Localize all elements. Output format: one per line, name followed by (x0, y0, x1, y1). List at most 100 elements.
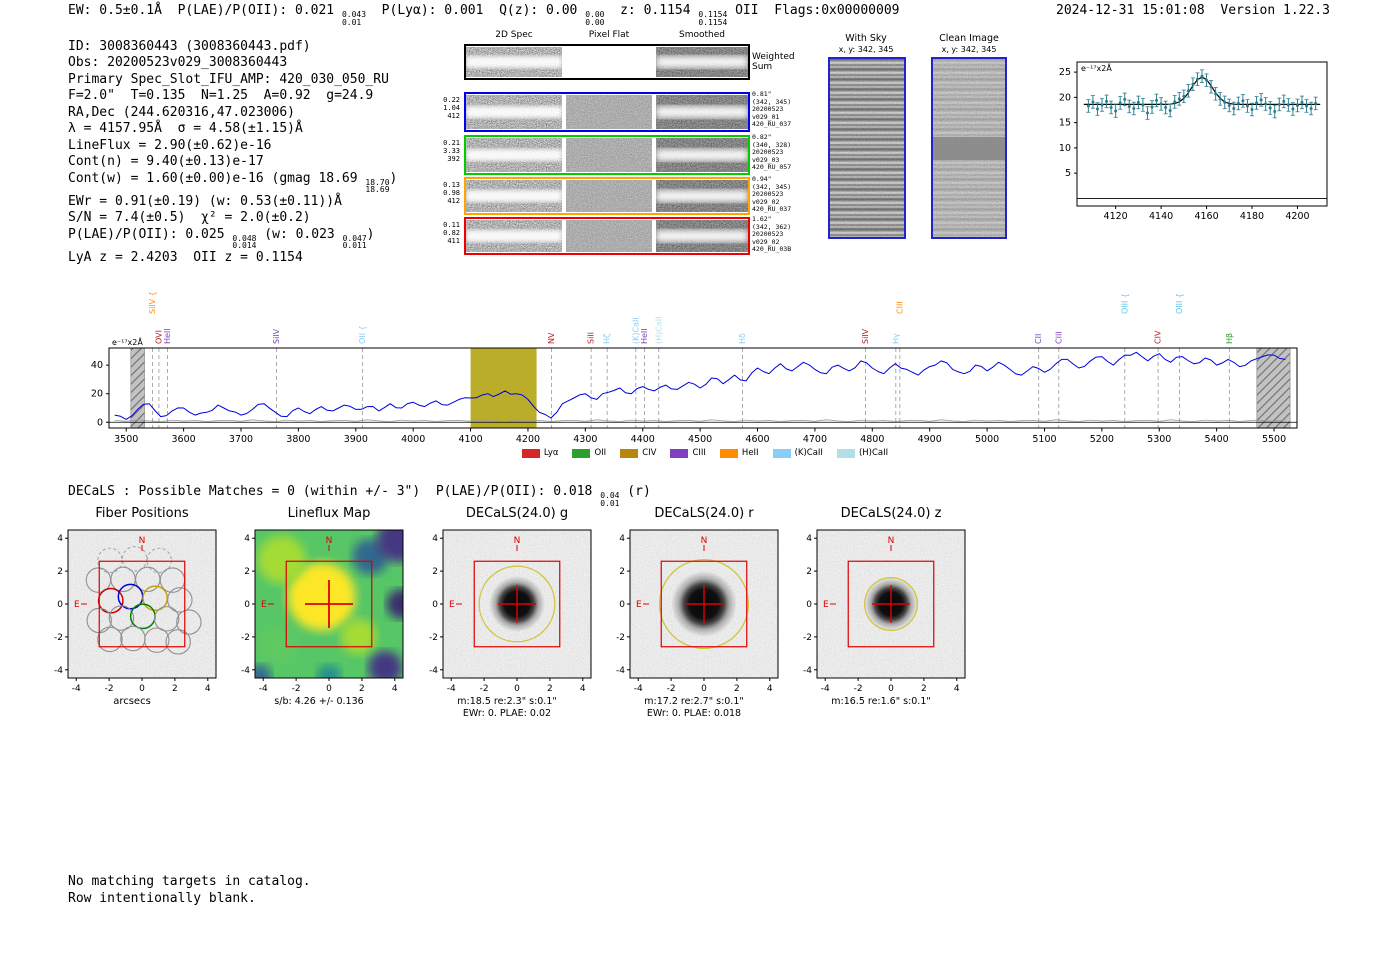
data-point (1159, 102, 1163, 106)
emission-line-label: SiIV { (148, 291, 157, 314)
data-point (1105, 99, 1109, 103)
spec2d-image (566, 138, 652, 172)
data-point (1177, 97, 1181, 101)
cutout-col-header: 2D Spec (495, 30, 533, 40)
emission-line-label: Hζ (603, 334, 612, 344)
panel-caption: EWr: 0. PLAE: 0.018 (646, 707, 742, 719)
x-tick-label: 4600 (745, 434, 769, 445)
spec2d-image (566, 180, 652, 212)
data-point (1245, 104, 1249, 108)
cutout-row-info: 0.81" (342, 345) 20200523 v029_01 420_RU_037 (752, 90, 792, 128)
y-tick-label: 25 (1059, 67, 1071, 78)
panel-title: DECaLS(24.0) g (465, 506, 569, 521)
data-point (1295, 103, 1299, 107)
detection-highlight-band (470, 348, 537, 428)
data-point (1186, 89, 1190, 93)
data-point (1273, 110, 1277, 114)
data-point (1173, 100, 1177, 104)
spec2d-image (656, 95, 748, 129)
fiber-circle (165, 629, 191, 655)
x-tick-label: -4 (821, 684, 830, 694)
data-point (1141, 103, 1145, 107)
fiber-circle (108, 605, 135, 631)
cutout-row-info: Weighted Sum (752, 52, 795, 72)
legend-swatch (572, 448, 591, 458)
y-tick-label: 2 (244, 567, 250, 577)
legend-swatch (620, 448, 639, 458)
y-tick-label: 5 (1065, 168, 1071, 179)
x-tick-label: 5300 (1147, 434, 1171, 445)
spec2d-image (656, 47, 748, 77)
y-tick-label: -2 (803, 633, 812, 643)
cutout-row-border (464, 177, 750, 215)
y-tick-label: 4 (244, 534, 250, 544)
emission-line-label: Hβ (1225, 333, 1234, 344)
x-tick-label: 4100 (458, 434, 482, 445)
data-point (1168, 109, 1172, 113)
legend-item: (K)CaII (772, 448, 823, 458)
info-line: Obs: 20200523v029_3008360443 (68, 55, 288, 71)
legend-item: Lyα (521, 448, 559, 458)
legend-label: (H)CaII (858, 448, 889, 458)
x-tick-label: 4800 (860, 434, 884, 445)
x-tick-label: 4500 (688, 434, 712, 445)
data-point (1277, 102, 1281, 106)
detection-info-block: ID: 3008360443 (3008360443.pdf) Obs: 2020… (68, 39, 397, 266)
y-tick-label: -2 (241, 633, 250, 643)
x-tick-label: 4700 (803, 434, 827, 445)
compass-north: N (701, 536, 708, 546)
data-point (1127, 104, 1131, 108)
panel-captions: m:18.5 re:2.3" s:0.1" EWr: 0. PLAE: 0.02 (399, 696, 615, 719)
emission-line-label: OVI (154, 330, 163, 344)
data-point (1300, 100, 1304, 104)
x-tick-label: -2 (292, 684, 301, 694)
compass-north: N (888, 536, 895, 546)
cutout-row-border (464, 92, 750, 132)
panel-image: N E -4 -4 -2 -2 0 0 2 2 4 4 (241, 529, 404, 694)
emission-line-label: SiIV (272, 328, 281, 344)
y-tick-label: 4 (806, 534, 812, 544)
y-tick-label: 2 (432, 567, 438, 577)
x-tick-label: -2 (105, 684, 114, 694)
legend-label: Lyα (543, 448, 559, 458)
line-fit-inset-chart: 5 10 15 20 25 4120 4140 4160 4180 4200 e⁻¹⁷x2Å (1035, 48, 1335, 242)
fiber-circle (144, 627, 170, 653)
x-tick-label: -4 (72, 684, 81, 694)
info-line: P(LAE)/P(OII): 0.025 0.048 0.014 (w: 0.02… (68, 226, 375, 251)
flux-units-label: e⁻¹⁷x2Å (1081, 62, 1112, 73)
fiber-weight-labels: 0.11 0.82 411 (443, 221, 460, 246)
legend-swatch (670, 448, 689, 458)
panel-image: N E -4 -4 -2 -2 0 0 2 2 4 4 (429, 529, 592, 694)
legend-swatch (719, 448, 738, 458)
data-point (1205, 78, 1209, 82)
data-point (1268, 106, 1272, 110)
y-tick-label: 20 (1059, 92, 1071, 103)
flux-units-label: e⁻¹⁷x2Å (112, 336, 143, 347)
y-tick-label: -4 (803, 666, 812, 676)
fiber-weight-labels: 0.22 1.04 412 (443, 96, 460, 121)
extraction-box (847, 560, 935, 648)
stacked-uncertainty: 0.043 0.01 (341, 10, 367, 27)
masked-wavelength-band (130, 347, 145, 429)
emission-line-label: OIII { (1175, 293, 1184, 314)
data-point (1223, 100, 1227, 104)
data-point (1095, 107, 1099, 111)
emission-line-label: Hγ (891, 333, 900, 344)
spectrum-line-legend: Lyα OII CIV CIII HeII (K)CaII (H)CaII (85, 448, 1325, 458)
emission-line-label: CII (1034, 334, 1043, 344)
legend-swatch (521, 448, 540, 458)
data-point (1109, 105, 1113, 109)
data-point (1132, 106, 1136, 110)
legend-label: OII (594, 448, 607, 458)
spec2d-image (466, 180, 562, 212)
legend-label: (K)CaII (794, 448, 823, 458)
data-point (1086, 104, 1090, 108)
info-line: RA,Dec (244.620316,47.023006) (68, 104, 295, 120)
x-tick-label: 3700 (229, 434, 253, 445)
spec2d-image (466, 47, 562, 77)
y-tick-label: -2 (54, 633, 63, 643)
x-tick-label: -2 (667, 684, 676, 694)
x-tick-label: 4 (205, 684, 211, 694)
x-tick-label: 4 (392, 684, 398, 694)
data-point (1182, 94, 1186, 98)
